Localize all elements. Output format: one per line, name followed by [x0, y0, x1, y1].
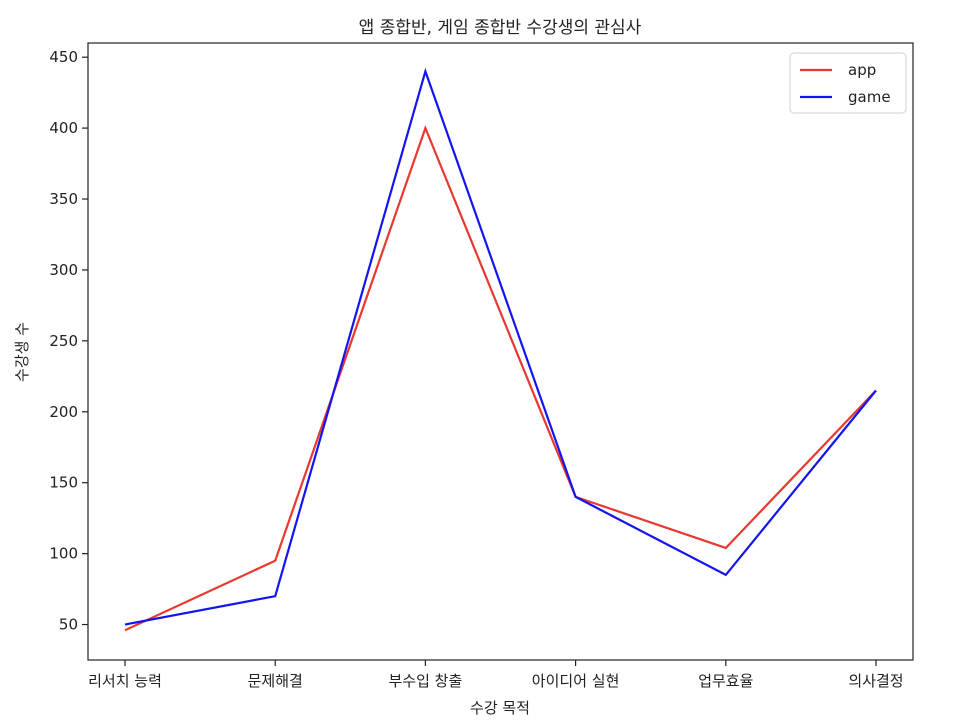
chart-title: 앱 종합반, 게임 종합반 수강생의 관심사	[359, 18, 642, 38]
legend-label-app: app	[848, 61, 876, 79]
x-tick-label: 문제해결	[248, 672, 303, 690]
y-tick-label: 400	[49, 119, 78, 137]
x-axis-title: 수강 목적	[470, 699, 530, 717]
y-tick-label: 450	[49, 48, 78, 66]
y-tick-label: 250	[49, 332, 78, 350]
plot-area-frame	[87, 42, 914, 661]
series-line-app	[124, 124, 877, 632]
y-tick-label: 300	[49, 261, 78, 279]
x-tick-label: 의사결정	[848, 672, 903, 690]
legend-label-game: game	[848, 88, 891, 106]
y-tick-label: 100	[49, 545, 78, 563]
y-tick-label: 350	[49, 190, 78, 208]
y-tick-label: 150	[49, 474, 78, 492]
x-tick-label: 리서치 능력	[88, 672, 162, 690]
legend: app game	[789, 52, 907, 114]
y-tick-label: 200	[49, 403, 78, 421]
y-axis-title: 수강생 수	[13, 322, 31, 382]
y-tick-label: 50	[59, 616, 78, 634]
x-tick-label: 아이디어 실현	[532, 672, 620, 690]
x-tick-label: 업무효율	[698, 672, 753, 690]
x-tick-label: 부수입 창출	[389, 672, 463, 690]
series-line-game	[124, 67, 877, 626]
